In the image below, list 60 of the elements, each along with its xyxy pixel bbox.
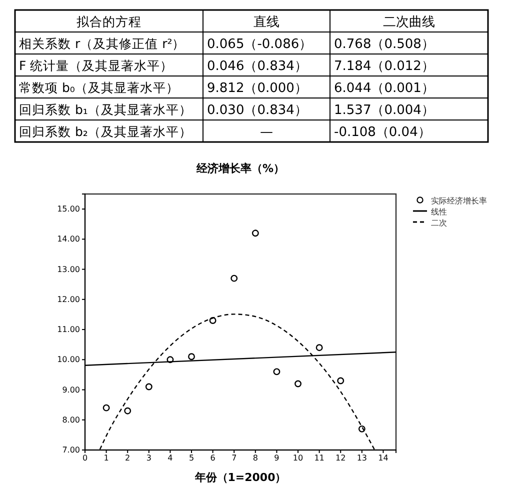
point: [145, 383, 152, 390]
y-tick-label: 13.00: [57, 264, 80, 274]
x-tick-label: 7: [232, 454, 237, 463]
text: 相关系数 r（及其修正值 r²）: [19, 36, 186, 51]
point: [188, 353, 195, 360]
text: 0.065（-0.086）: [207, 37, 312, 52]
text: -0.108（0.04）: [334, 125, 431, 140]
point: [166, 356, 174, 364]
legend-label: 线性: [431, 208, 447, 216]
text: 二次曲线: [383, 15, 435, 30]
text: 0.768（0.508）: [334, 37, 434, 52]
text: 9.812（0.000）: [207, 81, 308, 96]
text: 0.030（0.834）: [207, 103, 308, 118]
legend-label: 二次: [431, 218, 447, 228]
text: 6.044（0.001）: [334, 81, 434, 96]
y-tick-label: 10.00: [57, 355, 80, 364]
text: 拟合的方程: [76, 14, 142, 29]
text: 回归系数 b₂（及其显著水平）: [19, 124, 192, 139]
point: [316, 344, 323, 352]
x-tick-label: 0: [82, 454, 88, 463]
point: [294, 380, 302, 388]
point: [209, 317, 216, 324]
point: [252, 230, 259, 237]
point: [337, 377, 344, 384]
text: 7.184（0.012）: [334, 59, 434, 74]
text: 常数项 b₀（及其显著水平）: [19, 80, 179, 95]
text: 回归系数 b₁（及其显著水平）: [19, 102, 192, 117]
x-tick-label: 2: [125, 454, 130, 463]
text: F 统计量（及其显著水平）: [19, 58, 174, 73]
text: 0.046（0.834）: [207, 59, 308, 74]
point: [230, 274, 238, 282]
x-tick-label: 3: [146, 454, 152, 463]
x-tick-label: 1: [104, 454, 109, 463]
chart-title: 经济增长率（%）: [195, 162, 285, 175]
y-tick-label: 7.00: [62, 446, 80, 455]
point: [102, 404, 110, 412]
x-tick-label: 6: [210, 454, 216, 463]
x-tick-label: 5: [188, 454, 194, 463]
x-tick-label: 4: [168, 454, 173, 463]
y-tick-label: 11.00: [57, 325, 80, 334]
point: [273, 368, 280, 376]
y-tick-label: 9.00: [62, 385, 80, 394]
point: [124, 407, 132, 414]
legend-label: 实际经济增长率: [431, 196, 487, 206]
x-tick-label: 10: [292, 454, 304, 463]
x-tick-label: 9: [274, 454, 280, 463]
y-tick-label: 12.00: [57, 294, 80, 304]
x-axis-title: 年份（1=2000）: [194, 471, 286, 484]
text: 1.537（0.004）: [334, 103, 434, 118]
y-tick-label: 14.00: [57, 234, 80, 244]
text: —: [260, 125, 273, 140]
point: [358, 425, 366, 432]
x-tick-label: 14: [378, 454, 388, 463]
x-tick-label: 8: [252, 454, 258, 463]
text: 直线: [254, 15, 280, 30]
y-tick-label: 8.00: [62, 415, 80, 424]
y-tick-label: 15.00: [57, 204, 80, 214]
x-tick-label: 13: [356, 454, 368, 463]
x-tick-label: 11: [314, 454, 324, 463]
x-tick-label: 12: [336, 454, 346, 463]
